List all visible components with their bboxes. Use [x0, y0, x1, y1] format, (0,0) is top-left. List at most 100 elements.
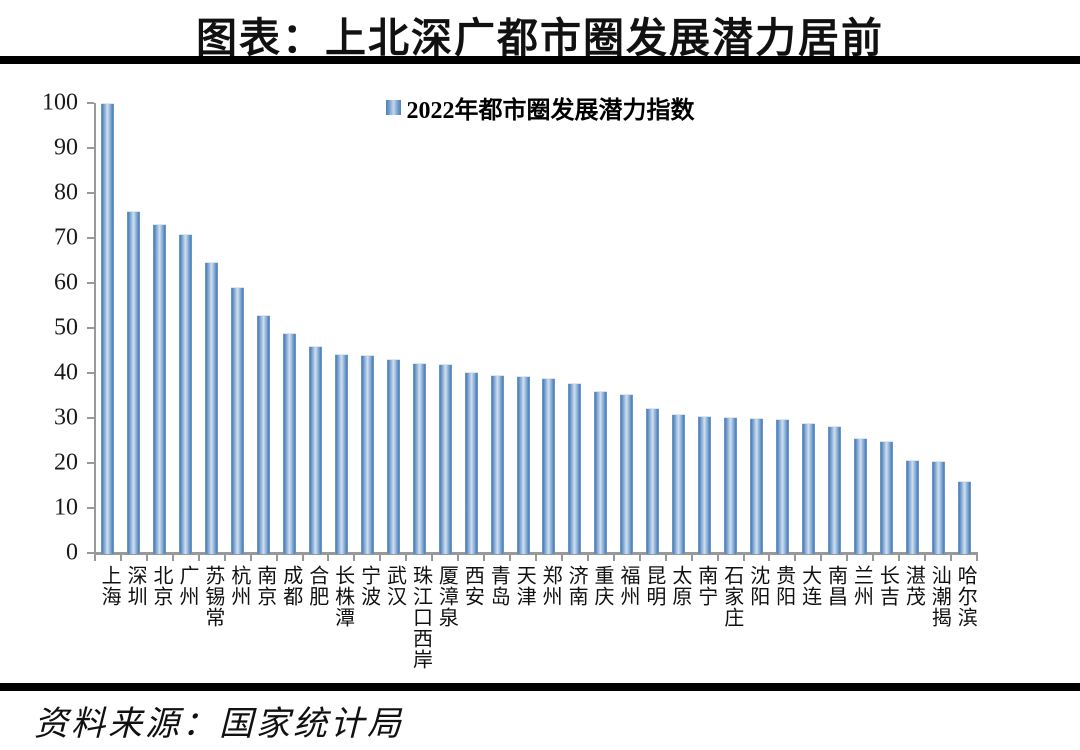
x-axis-category-label: 深圳 [124, 565, 147, 607]
x-axis-category-label: 石家庄 [720, 565, 743, 628]
bar-南京 [257, 315, 271, 554]
x-axis-tick [924, 554, 927, 561]
y-axis-tick [87, 507, 94, 509]
y-axis-tick-label: 50 [54, 314, 78, 341]
x-axis-category-label: 长吉 [876, 565, 899, 607]
x-axis-category-label: 哈尔滨 [954, 565, 977, 628]
bar-南宁 [698, 415, 712, 554]
x-axis-category-label: 广州 [175, 565, 198, 607]
x-axis-category-label: 沈阳 [746, 565, 769, 607]
x-axis-category-label: 成都 [279, 565, 302, 607]
bar-昆明 [646, 408, 660, 554]
bar-郑州 [542, 378, 556, 554]
bar-沈阳 [750, 418, 763, 554]
x-axis-tick [898, 554, 901, 561]
x-axis-tick [275, 554, 278, 561]
y-axis-tick-label: 30 [54, 404, 78, 431]
x-axis-category-label: 北京 [150, 565, 173, 607]
y-axis-tick-label: 90 [54, 134, 78, 161]
x-axis-tick [327, 554, 330, 561]
x-axis-tick [457, 554, 460, 561]
y-axis-line [94, 103, 96, 553]
bar-苏锡常 [205, 262, 219, 554]
bar-重庆 [594, 391, 608, 554]
bar-青岛 [490, 374, 504, 554]
bar-湛茂 [905, 460, 919, 554]
x-axis-tick [638, 554, 641, 561]
y-axis-tick [87, 372, 94, 374]
bar-汕潮揭 [931, 460, 945, 554]
x-axis-category-label: 南宁 [694, 565, 717, 607]
y-axis-tick [87, 237, 94, 239]
x-axis-category-label: 珠江口西岸 [409, 565, 432, 670]
x-axis-line [94, 552, 978, 555]
x-axis-category-label: 青岛 [487, 565, 510, 607]
x-axis-tick [586, 554, 589, 561]
legend-label: 2022年都市圈发展潜力指数 [406, 98, 695, 124]
x-axis-category-label: 天津 [513, 565, 536, 607]
x-axis-tick [483, 554, 486, 561]
x-axis-category-label: 杭州 [227, 565, 250, 607]
bar-太原 [672, 413, 686, 554]
bar-成都 [283, 332, 297, 554]
x-axis-category-label: 兰州 [850, 565, 873, 607]
x-axis-tick [301, 554, 304, 561]
footer-divider-rule [0, 683, 1080, 691]
x-axis-category-label: 苏锡常 [201, 565, 224, 628]
bar-济南 [568, 383, 582, 554]
x-axis-category-label: 济南 [565, 565, 588, 607]
chart-title: 图表：上北深广都市圈发展潜力居前 [196, 15, 884, 61]
y-axis-tick-label: 60 [54, 269, 78, 296]
y-axis-tick-label: 10 [54, 494, 78, 521]
x-axis-tick [950, 554, 953, 561]
x-axis-tick [846, 554, 849, 561]
x-axis-category-label: 武汉 [383, 565, 406, 607]
bar-上海 [101, 103, 115, 554]
x-axis-category-label: 太原 [668, 565, 691, 607]
x-axis-tick [431, 554, 434, 561]
x-axis-category-label: 厦漳泉 [435, 565, 458, 628]
x-axis-category-label: 南昌 [824, 565, 847, 607]
x-axis-category-label: 福州 [616, 565, 639, 607]
y-axis-tick [87, 282, 94, 284]
x-axis-category-label: 郑州 [539, 565, 562, 607]
x-axis-tick [820, 554, 823, 561]
x-axis-tick [223, 554, 226, 561]
x-axis-tick [119, 554, 122, 561]
y-axis-tick [87, 417, 94, 419]
bar-石家庄 [724, 417, 738, 554]
x-axis-category-label: 上海 [98, 565, 121, 607]
bar-贵阳 [775, 418, 789, 554]
bar-广州 [179, 233, 193, 554]
x-axis-tick [690, 554, 693, 561]
x-axis-tick [768, 554, 771, 561]
y-axis-tick [87, 147, 94, 149]
x-axis-tick [872, 554, 875, 561]
bar-西安 [464, 371, 478, 554]
x-axis-category-label: 重庆 [591, 565, 614, 607]
x-axis-category-label: 长株潭 [331, 565, 354, 628]
x-axis-tick [716, 554, 719, 561]
y-axis-tick-label: 80 [54, 179, 78, 206]
x-axis-tick [353, 554, 356, 561]
y-axis-tick [87, 192, 94, 194]
title-divider-rule [0, 56, 1080, 64]
x-axis-tick [535, 554, 537, 561]
x-axis-tick [249, 554, 252, 561]
bar-大连 [801, 422, 815, 554]
x-axis-tick [145, 554, 148, 561]
x-axis-category-label: 汕潮揭 [928, 565, 951, 628]
x-axis-tick [612, 554, 615, 561]
bar-福州 [620, 393, 634, 554]
x-axis-category-label: 合肥 [305, 565, 328, 607]
x-axis-category-label: 昆明 [642, 565, 665, 607]
bar-宁波 [360, 355, 374, 554]
bar-合肥 [309, 346, 322, 554]
x-axis-tick [405, 554, 408, 561]
y-axis-tick [87, 462, 94, 464]
y-axis-tick-label: 40 [54, 359, 78, 386]
legend-swatch-icon [385, 100, 401, 115]
x-axis-category-label: 大连 [798, 565, 821, 607]
x-axis-tick [197, 554, 200, 561]
